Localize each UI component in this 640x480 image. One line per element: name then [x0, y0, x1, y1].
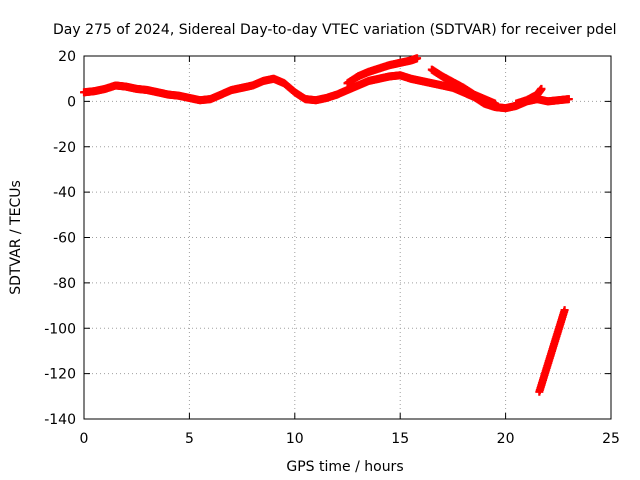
- data-points: [80, 54, 573, 396]
- gridlines: [84, 56, 611, 419]
- x-tick-label: 10: [286, 431, 304, 447]
- x-tick-label: 5: [185, 431, 194, 447]
- y-tick-label: -80: [53, 276, 76, 292]
- series-outlier-segment: [535, 306, 569, 396]
- y-tick-label: -140: [44, 412, 76, 428]
- y-tick-label: -20: [53, 140, 76, 156]
- series-upper-branch: [343, 54, 422, 88]
- x-axis-label: GPS time / hours: [286, 459, 403, 475]
- x-tick-label: 20: [497, 431, 515, 447]
- y-tick-label: -60: [53, 231, 76, 247]
- x-tick-label: 25: [602, 431, 620, 447]
- y-tick-label: -40: [53, 185, 76, 201]
- data-point: [537, 84, 546, 93]
- x-tick-label: 0: [80, 431, 89, 447]
- series-late-branch: [512, 84, 546, 108]
- series-main: [80, 71, 573, 113]
- data-point: [413, 54, 422, 63]
- y-tick-label: 0: [67, 94, 76, 110]
- axis-ticks: -140 -120 -100 -80 -60 -40 -20 0 20 0 5 10 15 20 25: [44, 49, 620, 447]
- chart-title: Day 275 of 2024, Sidereal Day-to-day VTE…: [53, 22, 617, 38]
- series-descending-branch: [427, 65, 500, 108]
- data-point: [560, 306, 569, 315]
- y-axis-label: SDTVAR / TECUs: [8, 180, 24, 295]
- data-point: [564, 95, 573, 104]
- y-tick-label: -100: [44, 321, 76, 337]
- x-tick-label: 15: [391, 431, 409, 447]
- y-tick-label: -120: [44, 367, 76, 383]
- plot-frame: [83, 55, 612, 420]
- data-point: [491, 99, 500, 108]
- y-tick-label: 20: [58, 49, 76, 65]
